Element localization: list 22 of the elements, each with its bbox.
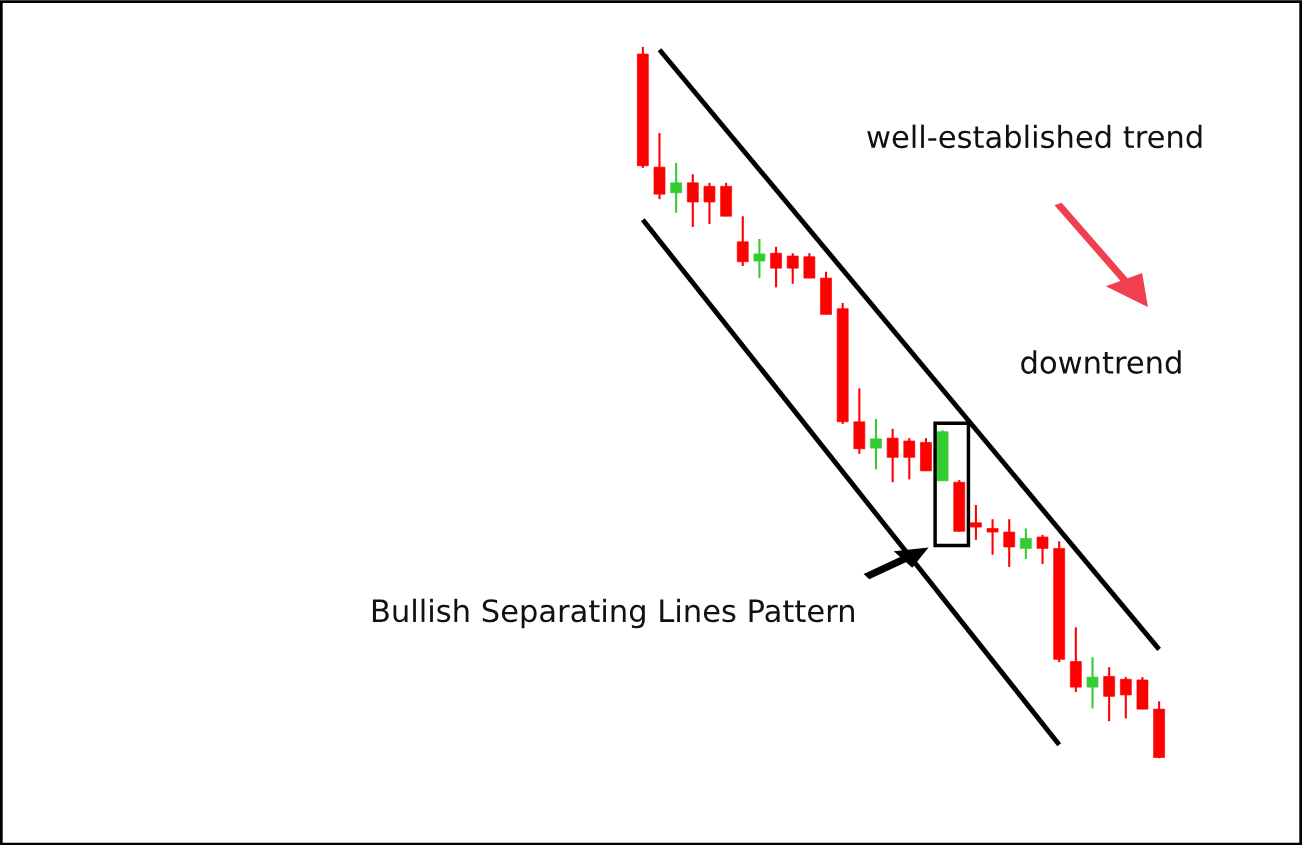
candlestick [1020,527,1032,561]
candlestick [736,215,749,268]
candlestick [903,437,916,481]
candlestick [686,173,699,228]
annotation: downtrend [1021,350,1181,374]
candlestick [1103,666,1115,723]
candlestick [1036,533,1049,566]
annotation: Bullish Separating Lines Pattern [372,598,854,629]
candlestick [1119,676,1132,720]
candlestick [786,252,799,285]
candlestick [770,245,782,289]
candlestick [670,161,682,214]
candlestick [803,252,816,280]
candlestick [870,417,882,471]
candlestick [1086,656,1099,710]
candlestick [1003,518,1016,568]
candlestick [753,237,766,280]
candlestick [970,503,982,541]
candlestick [886,427,899,484]
annotation: well-established trend [867,124,1202,149]
candlestick [986,518,999,556]
candlestick [703,181,716,226]
